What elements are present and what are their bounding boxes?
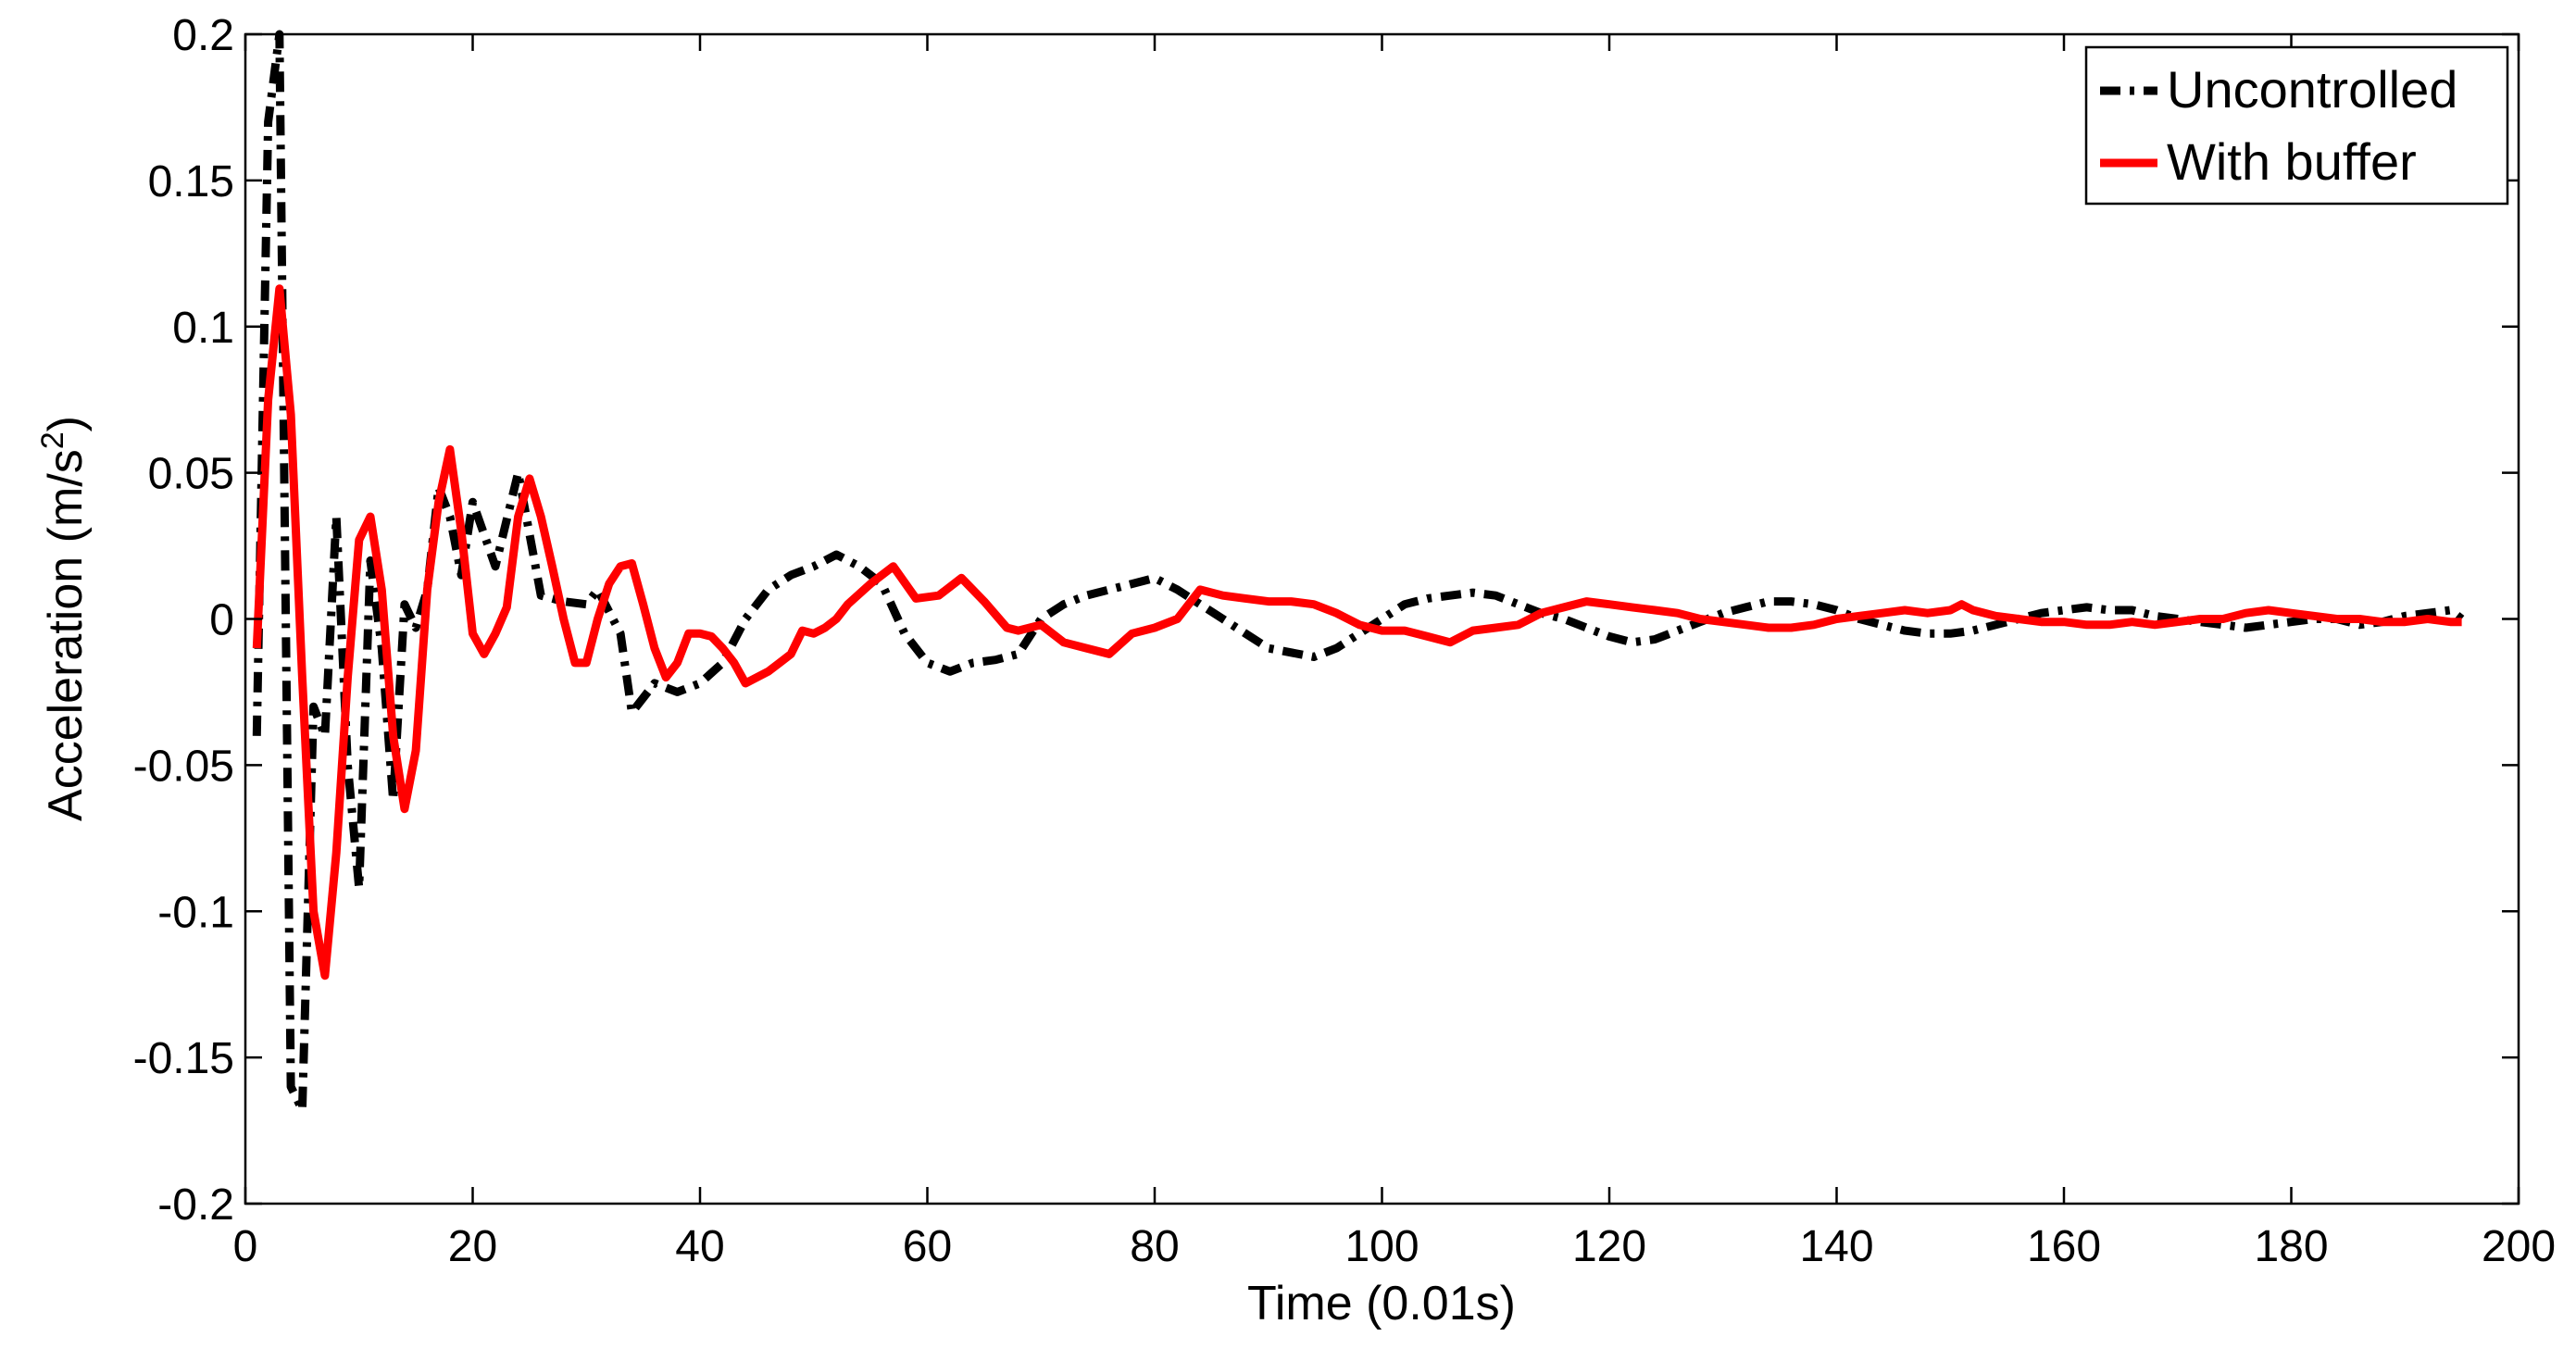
y-tick-label: 0.2 [172, 11, 234, 60]
y-tick-label: -0.05 [133, 742, 234, 791]
x-tick-label: 180 [2254, 1222, 2328, 1271]
series-line-with-buffer [252, 284, 2462, 981]
x-tick-label: 100 [1344, 1222, 1419, 1271]
y-tick-label: 0.1 [172, 304, 234, 353]
x-tick-labels: 0 20 40 60 80 100 120 140 160 180 200 [233, 1222, 2556, 1271]
y-tick-label: -0.1 [157, 888, 234, 937]
y-tick-label: 0 [209, 596, 234, 645]
y-tick-label: 0.05 [148, 450, 234, 499]
x-tick-label: 60 [903, 1222, 952, 1271]
y-axis-label-suffix: ) [39, 416, 93, 431]
legend-box [2084, 45, 2509, 206]
x-tick-label: 160 [2027, 1222, 2101, 1271]
legend: Uncontrolled With buffer [2084, 45, 2509, 206]
legend-label-uncontrolled: Uncontrolled [2167, 60, 2457, 119]
x-tick-label: 140 [1799, 1222, 1873, 1271]
x-tick-label: 40 [675, 1222, 724, 1271]
y-tick-label: -0.15 [133, 1034, 234, 1083]
legend-label-with-buffer: With buffer [2167, 132, 2417, 191]
x-tick-label: 20 [448, 1222, 497, 1271]
series-line-uncontrolled [252, 30, 2465, 1115]
y-tick-label: 0.15 [148, 157, 234, 206]
series-layer [252, 30, 2465, 1115]
y-axis-label: Acceleration (m/s2) [35, 416, 93, 821]
tick-layer [244, 32, 2520, 1205]
y-axis-label-main: Acceleration (m/s [39, 449, 93, 821]
x-tick-label: 0 [233, 1222, 258, 1271]
x-tick-label: 80 [1130, 1222, 1179, 1271]
x-tick-label: 120 [1572, 1222, 1646, 1271]
x-axis-label: Time (0.01s) [1247, 1277, 1516, 1330]
y-axis-label-group: Acceleration (m/s2) [35, 416, 93, 821]
y-axis-label-superscript: 2 [35, 431, 70, 449]
y-tick-labels: -0.2 -0.15 -0.1 -0.05 0 0.05 0.1 0.15 0.2 [133, 11, 234, 1230]
x-tick-label: 200 [2482, 1222, 2556, 1271]
y-tick-label: -0.2 [157, 1180, 234, 1230]
